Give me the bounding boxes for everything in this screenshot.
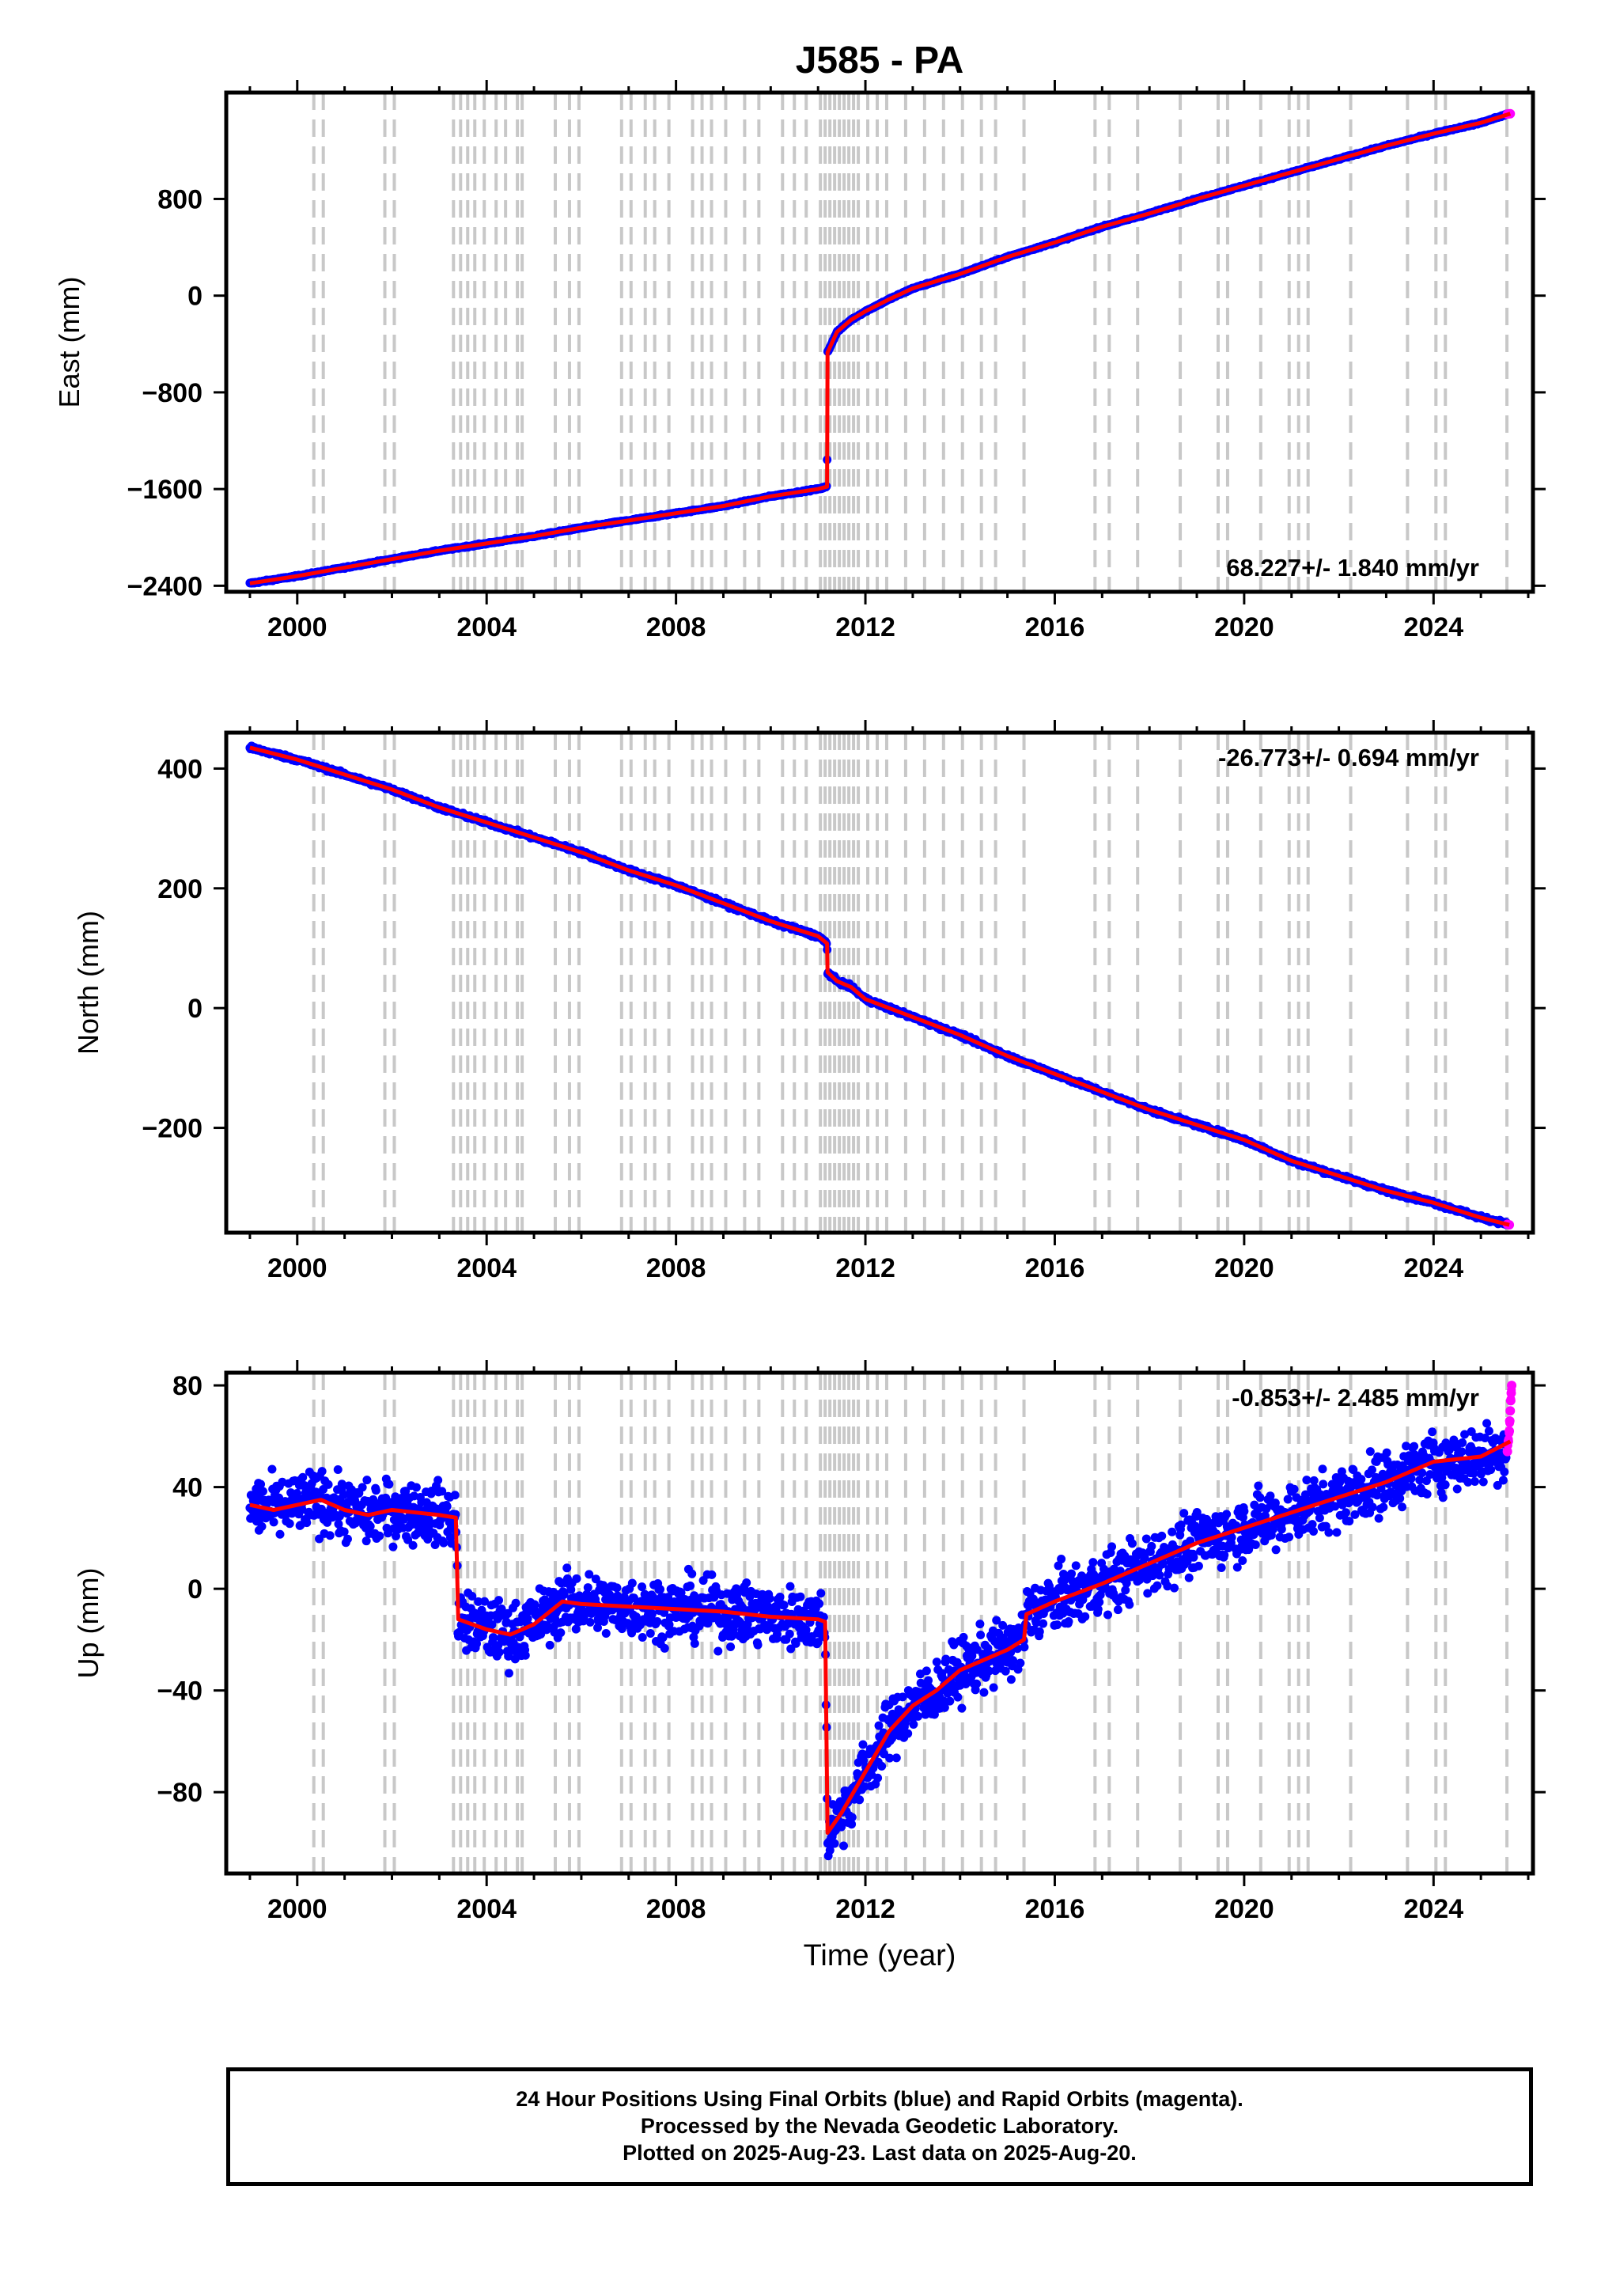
x-tick-label: 2024 — [1403, 612, 1463, 642]
data-point — [258, 1487, 267, 1496]
y-tick-label: 400 — [157, 754, 202, 784]
x-ticks: 2000 2004 2008 2012 2016 2020 2024 — [248, 720, 1530, 1283]
model-line — [249, 112, 1512, 585]
data-point — [267, 1464, 277, 1474]
data-point — [298, 1472, 308, 1482]
plot-frame — [224, 90, 1535, 594]
data-point — [302, 1518, 312, 1528]
data-point — [269, 1517, 278, 1527]
equipment-change-lines — [312, 93, 1509, 592]
x-tick-label: 2012 — [835, 1253, 895, 1283]
y-axis-label: North (mm) — [72, 911, 104, 1055]
data-point — [317, 1467, 327, 1476]
x-tick-label: 2016 — [1025, 612, 1085, 642]
x-ticks: 2000 2004 2008 2012 2016 2020 2024 — [248, 80, 1530, 642]
y-ticks: 400 200 0 −200 — [142, 754, 1546, 1144]
x-tick-label: 2012 — [835, 612, 895, 642]
data-point — [275, 1529, 285, 1539]
data-point — [343, 1534, 352, 1544]
y-tick-label: −2400 — [127, 571, 203, 601]
plot-frame — [224, 730, 1535, 1235]
model-line — [249, 745, 1510, 1227]
y-tick-label: 0 — [187, 994, 202, 1024]
panel-east: 2000 2004 2008 2012 2016 2020 2024 800 0 −800 −160… — [53, 80, 1546, 642]
data-points — [245, 741, 1515, 1230]
x-tick-label: 2024 — [1403, 1253, 1463, 1283]
x-tick-label: 2004 — [456, 1253, 517, 1283]
panel-up: 2000 2004 2008 2012 2016 2020 202480400−40−80U… — [72, 1360, 1546, 1972]
data-points — [245, 108, 1516, 588]
data-point — [334, 1519, 343, 1529]
data-point — [339, 1527, 349, 1536]
x-tick-label: 2000 — [267, 612, 327, 642]
x-tick-label: 2008 — [646, 612, 706, 642]
data-point — [325, 1531, 335, 1540]
y-tick-label: 0 — [187, 282, 202, 312]
y-tick-label: 800 — [157, 184, 202, 214]
panel-north: 2000 2004 2008 2012 2016 2020 20244002000−200N… — [72, 720, 1546, 1283]
rate-label: 68.227+/- 1.840 mm/yr — [1226, 554, 1479, 582]
y-axis-label: East (mm) — [53, 277, 85, 408]
data-point — [333, 1464, 343, 1474]
x-tick-label: 2000 — [267, 1253, 327, 1283]
y-ticks: 800 0 −800 −1600 −2400 — [127, 184, 1546, 601]
y-tick-label: −800 — [142, 378, 202, 408]
y-tick-label: −200 — [142, 1114, 202, 1144]
equipment-change-lines — [312, 733, 1509, 1233]
rate-label: -26.773+/- 0.694 mm/yr — [1218, 744, 1479, 771]
data-points — [245, 1381, 1517, 1861]
x-tick-label: 2004 — [456, 612, 517, 642]
y-tick-label: 200 — [157, 874, 202, 904]
data-point — [256, 1480, 266, 1489]
data-point — [324, 1480, 333, 1489]
x-tick-label: 2016 — [1025, 1253, 1085, 1283]
data-point — [337, 1480, 346, 1489]
x-tick-label: 2020 — [1214, 612, 1274, 642]
data-point — [257, 1521, 267, 1531]
x-tick-label: 2020 — [1214, 1253, 1274, 1283]
x-tick-label: 2008 — [646, 1253, 706, 1283]
data-point — [285, 1519, 294, 1529]
figure-title: J585 - PA — [796, 40, 964, 81]
data-point — [339, 1490, 348, 1499]
y-tick-label: −1600 — [127, 475, 203, 505]
